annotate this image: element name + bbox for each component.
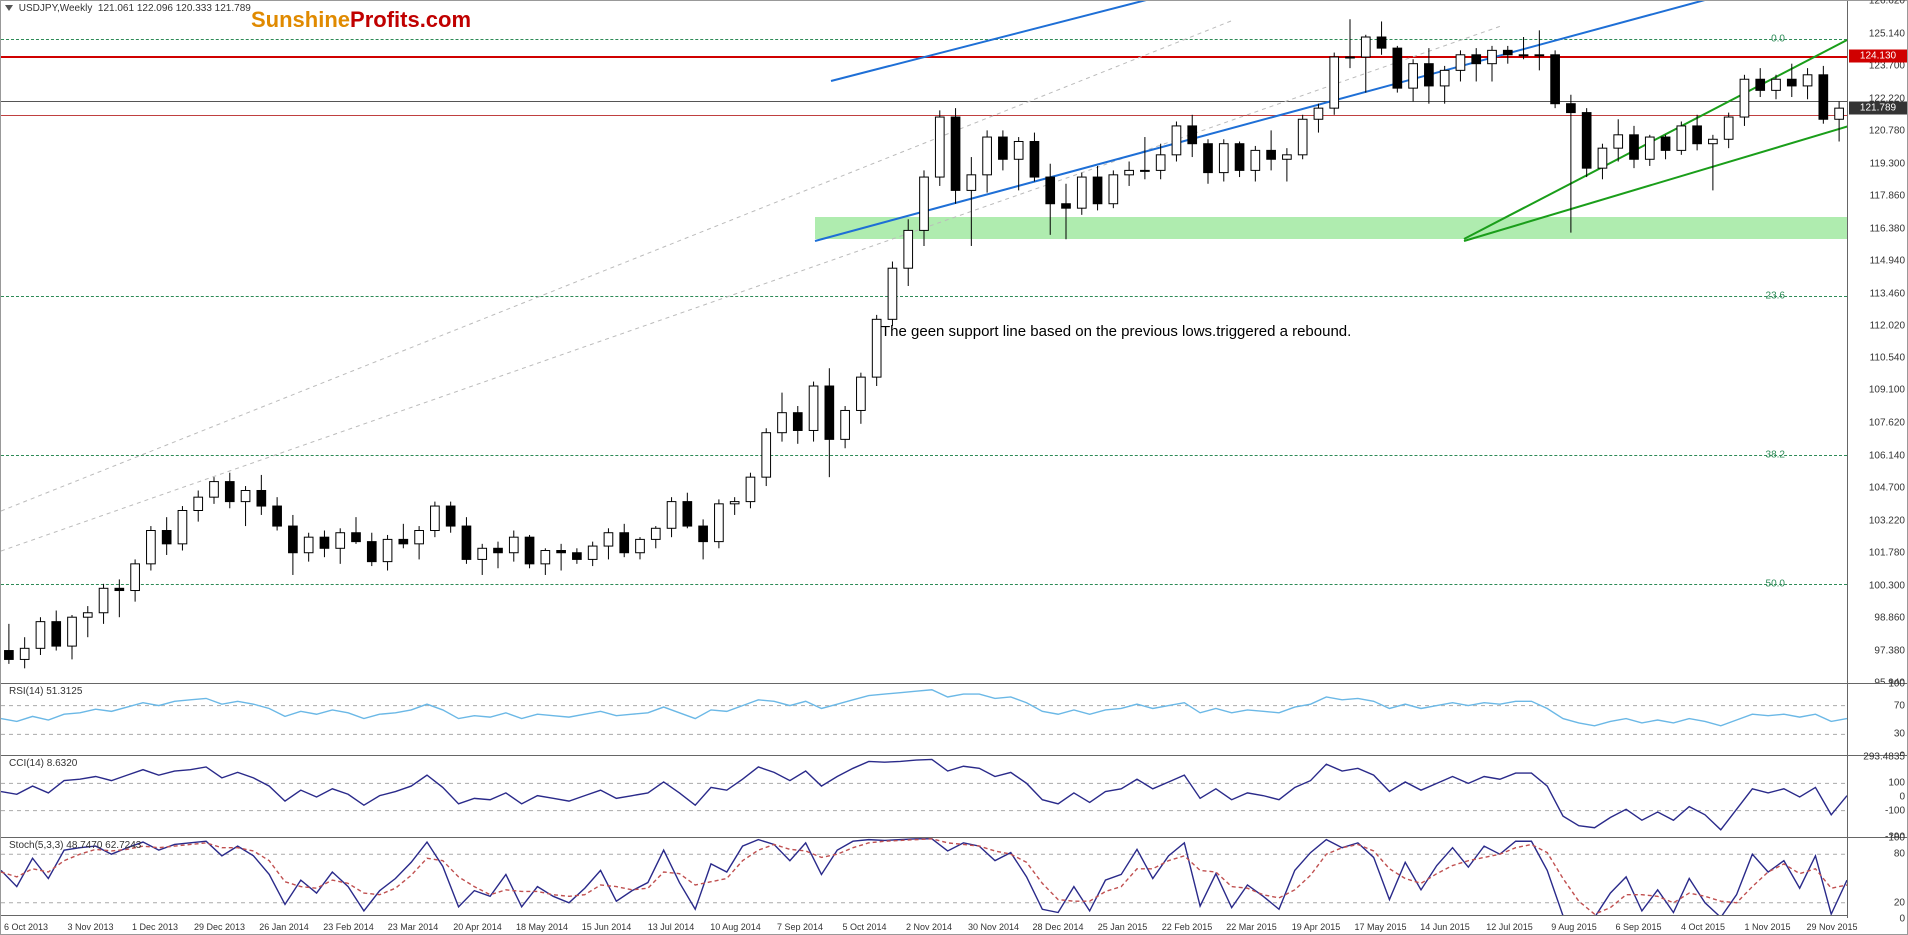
price-yaxis: 126.620125.140123.700122.220120.780119.3… (1847, 1, 1907, 683)
stoch-yaxis: 10080200 (1847, 838, 1907, 918)
x-axis: 6 Oct 20133 Nov 20131 Dec 201329 Dec 201… (1, 915, 1847, 934)
watermark: SunshineProfits.com (251, 7, 471, 33)
price-panel[interactable]: The geen support line based on the previ… (1, 1, 1907, 683)
watermark-part1: Sunshine (251, 7, 350, 32)
chart-title: USDJPY,Weekly 121.061 122.096 120.333 12… (5, 3, 251, 14)
price-plot[interactable]: The geen support line based on the previ… (1, 1, 1847, 683)
rsi-yaxis: 10070300 (1847, 684, 1907, 755)
dropdown-icon[interactable] (5, 5, 13, 11)
annotation-text: The geen support line based on the previ… (881, 323, 1351, 340)
chart-app: USDJPY,Weekly 121.061 122.096 120.333 12… (0, 0, 1908, 935)
symbol-label: USDJPY,Weekly (19, 3, 93, 14)
rsi-plot[interactable] (1, 684, 1847, 755)
ohlc-label: 121.061 122.096 120.333 121.789 (98, 3, 251, 14)
stoch-plot[interactable] (1, 838, 1847, 918)
cci-plot[interactable] (1, 756, 1847, 837)
cci-panel[interactable]: CCI(14) 8.6320 293.48351000-100-290-401.… (1, 755, 1907, 837)
rsi-title: RSI(14) 51.3125 (9, 686, 82, 697)
watermark-part2: Profits.com (350, 7, 471, 32)
stoch-title: Stoch(5,3,3) 48.7470 62.7243 (9, 840, 141, 851)
stoch-panel[interactable]: Stoch(5,3,3) 48.7470 62.7243 10080200 (1, 837, 1907, 918)
cci-title: CCI(14) 8.6320 (9, 758, 77, 769)
rsi-panel[interactable]: RSI(14) 51.3125 10070300 (1, 683, 1907, 755)
cci-yaxis: 293.48351000-100-290-401.1653 (1847, 756, 1907, 837)
